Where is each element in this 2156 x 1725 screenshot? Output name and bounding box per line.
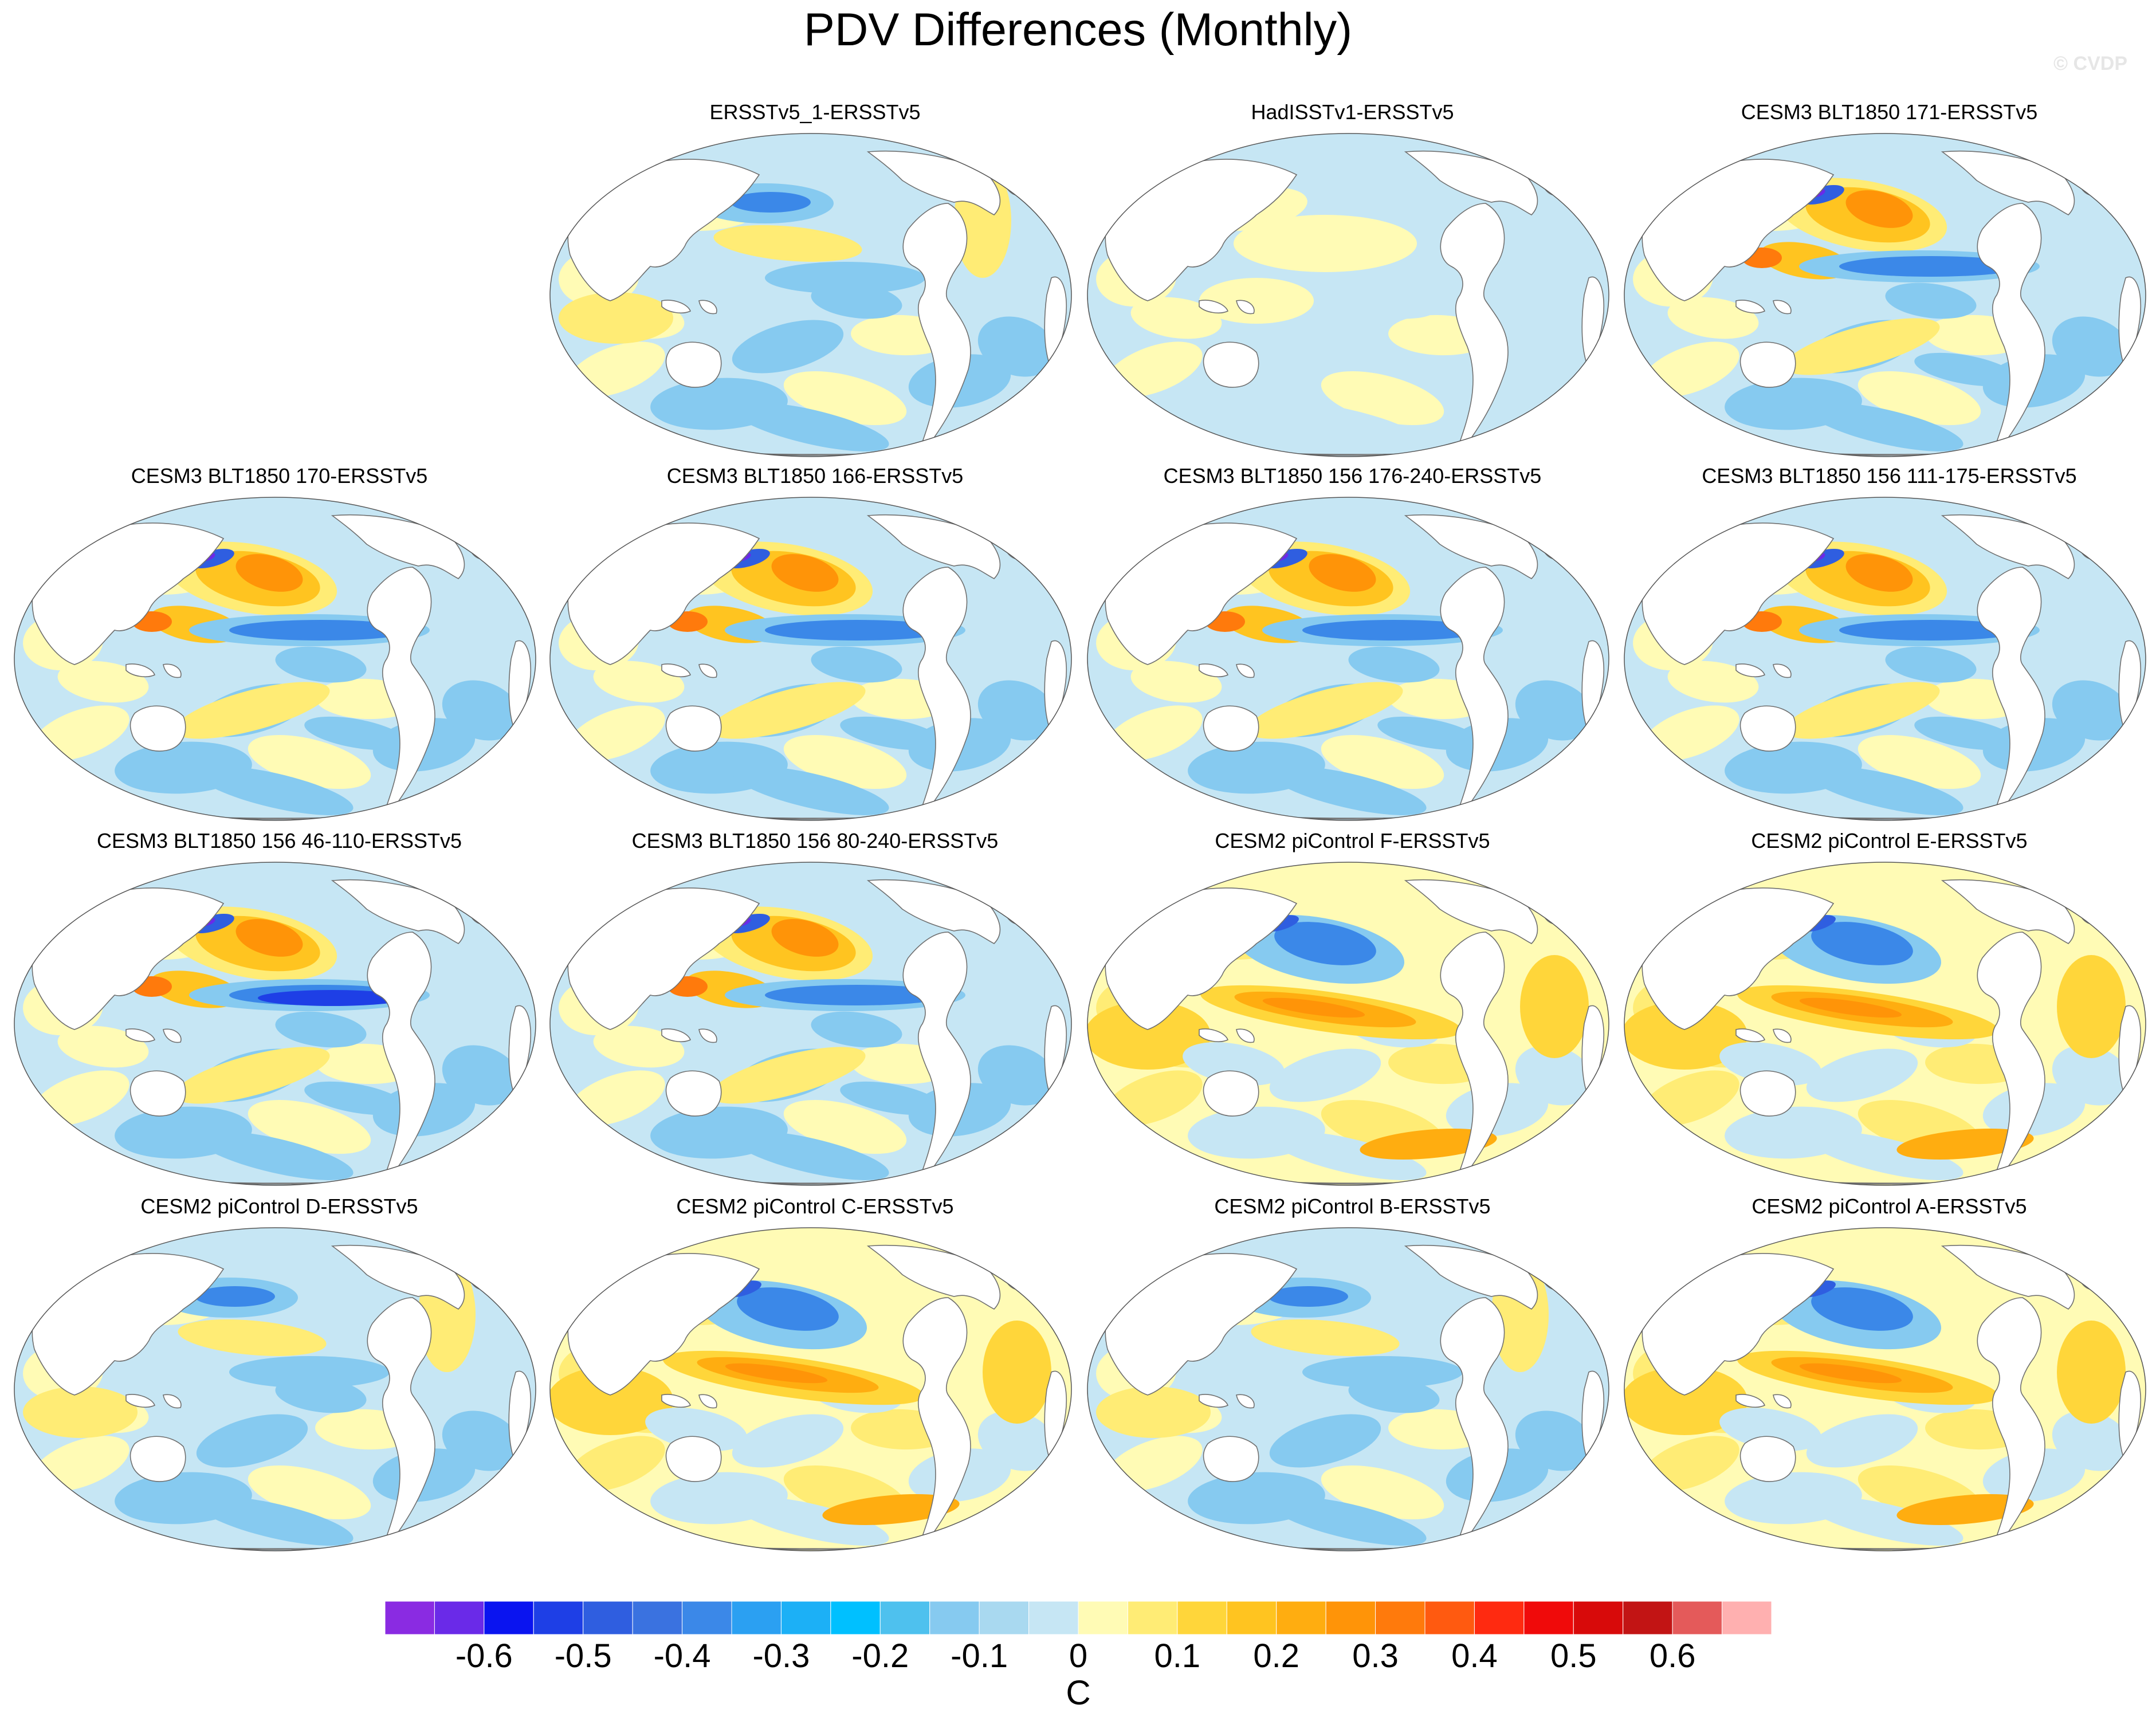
- colorbar-swatch: [682, 1601, 732, 1634]
- sst-map: [1087, 862, 1609, 1186]
- watermark: © CVDP: [2053, 53, 2127, 74]
- colorbar-tick-label: 0.6: [1649, 1637, 1696, 1675]
- colorbar-swatch: [1078, 1601, 1128, 1634]
- sst-map: [549, 497, 1072, 821]
- map-panel: CESM2 piControl A-ERSSTv5: [1621, 1194, 2156, 1561]
- map-panel: CESM2 piControl D-ERSSTv5: [11, 1194, 547, 1561]
- colorbar-swatch: [830, 1601, 881, 1634]
- page-title: PDV Differences (Monthly): [803, 4, 1353, 56]
- sst-map: [1624, 497, 2146, 821]
- colorbar-swatch: [1623, 1601, 1673, 1634]
- colorbar-tick-label: -0.6: [455, 1637, 513, 1675]
- colorbar-swatch: [1127, 1601, 1178, 1634]
- colorbar-swatch: [632, 1601, 683, 1634]
- sst-map: [1624, 862, 2146, 1186]
- panel-title: CESM2 piControl B-ERSSTv5: [1214, 1194, 1491, 1218]
- panel-title: CESM3 BLT1850 156 80-240-ERSSTv5: [631, 829, 999, 852]
- map-panel: CESM2 piControl E-ERSSTv5: [1621, 829, 2156, 1196]
- colorbar-tick-label: -0.2: [851, 1637, 909, 1675]
- colorbar-tick-label: 0.1: [1154, 1637, 1201, 1675]
- colorbar-tick-label: 0.3: [1352, 1637, 1399, 1675]
- colorbar-swatch: [979, 1601, 1030, 1634]
- colorbar-swatch: [1424, 1601, 1475, 1634]
- panel-title: CESM3 BLT1850 170-ERSSTv5: [131, 464, 428, 488]
- panel-title: CESM3 BLT1850 171-ERSSTv5: [1741, 100, 2038, 124]
- colorbar-swatch: [1325, 1601, 1376, 1634]
- panel-title: CESM2 piControl C-ERSSTv5: [676, 1194, 954, 1218]
- colorbar-swatch: [385, 1601, 435, 1634]
- panel-title: CESM2 piControl F-ERSSTv5: [1215, 829, 1490, 852]
- sst-map: [14, 862, 536, 1186]
- panel-title: HadISSTv1-ERSSTv5: [1251, 100, 1454, 124]
- colorbar-swatch: [1276, 1601, 1326, 1634]
- map-panel: CESM2 piControl C-ERSSTv5: [547, 1194, 1083, 1561]
- colorbar-swatch: [1573, 1601, 1624, 1634]
- map-panel: CESM3 BLT1850 171-ERSSTv5: [1621, 100, 2156, 467]
- colorbar-swatch: [731, 1601, 781, 1634]
- panel-title: CESM3 BLT1850 166-ERSSTv5: [666, 464, 964, 488]
- colorbar: [385, 1601, 1772, 1634]
- colorbar-tick-label: -0.4: [653, 1637, 711, 1675]
- map-panel: CESM3 BLT1850 170-ERSSTv5: [11, 464, 547, 831]
- map-panel: CESM3 BLT1850 166-ERSSTv5: [547, 464, 1083, 831]
- colorbar-swatch: [1375, 1601, 1425, 1634]
- sst-map: [1624, 133, 2146, 457]
- map-panel: CESM3 BLT1850 156 46-110-ERSSTv5: [11, 829, 547, 1196]
- colorbar-swatch: [583, 1601, 633, 1634]
- sst-map: [1087, 133, 1609, 457]
- panel-title: ERSSTv5_1-ERSSTv5: [709, 100, 921, 124]
- map-panel: ERSSTv5_1-ERSSTv5: [547, 100, 1083, 467]
- colorbar-swatch: [1722, 1601, 1772, 1634]
- colorbar-tick-label: 0.5: [1550, 1637, 1597, 1675]
- panel-title: CESM3 BLT1850 156 46-110-ERSSTv5: [97, 829, 462, 852]
- colorbar-swatch: [1474, 1601, 1525, 1634]
- panel-title: CESM2 piControl D-ERSSTv5: [140, 1194, 418, 1218]
- colorbar-tick-label: -0.5: [554, 1637, 612, 1675]
- sst-map: [549, 1227, 1072, 1551]
- colorbar-tick-label: -0.3: [752, 1637, 810, 1675]
- colorbar-swatch: [929, 1601, 980, 1634]
- colorbar-swatch: [484, 1601, 534, 1634]
- map-panel: CESM2 piControl F-ERSSTv5: [1085, 829, 1620, 1196]
- colorbar-tick-label: 0: [1069, 1637, 1088, 1675]
- colorbar-swatch: [434, 1601, 485, 1634]
- map-panel: CESM2 piControl B-ERSSTv5: [1085, 1194, 1620, 1561]
- colorbar-swatch: [1028, 1601, 1079, 1634]
- colorbar-tick-label: -0.1: [951, 1637, 1008, 1675]
- sst-map: [549, 133, 1072, 457]
- colorbar-tick-label: 0.2: [1253, 1637, 1300, 1675]
- colorbar-swatch: [1523, 1601, 1574, 1634]
- colorbar-tick-label: 0.4: [1451, 1637, 1498, 1675]
- colorbar-swatch: [1672, 1601, 1723, 1634]
- sst-map: [1624, 1227, 2146, 1551]
- map-panel: CESM3 BLT1850 156 80-240-ERSSTv5: [547, 829, 1083, 1196]
- colorbar-swatch: [1177, 1601, 1227, 1634]
- sst-map: [14, 497, 536, 821]
- sst-map: [549, 862, 1072, 1186]
- panel-title: CESM2 piControl A-ERSSTv5: [1751, 1194, 2027, 1218]
- panel-title: CESM3 BLT1850 156 176-240-ERSSTv5: [1163, 464, 1542, 488]
- colorbar-swatch: [533, 1601, 584, 1634]
- colorbar-swatch: [780, 1601, 831, 1634]
- sst-map: [1087, 1227, 1609, 1551]
- map-panel: CESM3 BLT1850 156 111-175-ERSSTv5: [1621, 464, 2156, 831]
- sst-map: [1087, 497, 1609, 821]
- map-panel: HadISSTv1-ERSSTv5: [1085, 100, 1620, 467]
- colorbar-swatch: [879, 1601, 930, 1634]
- panel-title: CESM3 BLT1850 156 111-175-ERSSTv5: [1702, 464, 2077, 488]
- map-panel: CESM3 BLT1850 156 176-240-ERSSTv5: [1085, 464, 1620, 831]
- panel-title: CESM2 piControl E-ERSSTv5: [1751, 829, 2028, 852]
- colorbar-units: C: [1066, 1673, 1091, 1712]
- colorbar-swatch: [1226, 1601, 1277, 1634]
- sst-map: [14, 1227, 536, 1551]
